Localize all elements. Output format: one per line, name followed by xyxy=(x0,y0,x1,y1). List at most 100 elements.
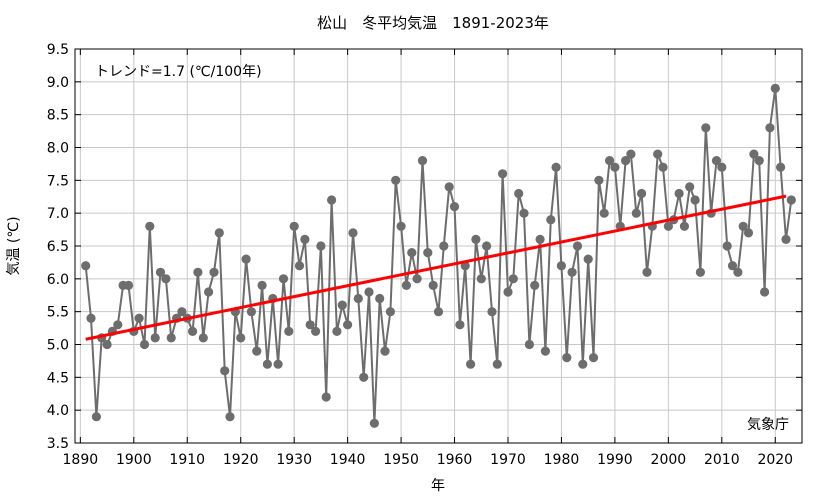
data-point xyxy=(155,267,166,277)
data-point xyxy=(786,195,796,205)
data-point xyxy=(316,241,326,251)
x-tick-label: 1920 xyxy=(223,452,259,468)
data-point xyxy=(765,123,775,133)
data-point xyxy=(503,287,513,297)
data-point xyxy=(209,267,219,277)
data-point xyxy=(695,267,706,277)
x-tick-label: 1990 xyxy=(597,452,633,468)
data-point xyxy=(535,234,545,244)
data-point xyxy=(572,241,583,251)
data-point xyxy=(123,280,134,290)
data-point xyxy=(685,182,695,192)
data-point xyxy=(770,83,780,93)
data-point xyxy=(294,261,305,271)
y-tick-label: 4.5 xyxy=(47,370,69,386)
y-tick-label: 9.5 xyxy=(47,42,69,58)
data-point xyxy=(204,287,214,297)
data-point xyxy=(241,254,251,264)
data-point xyxy=(711,156,722,166)
y-tick-label: 9.0 xyxy=(47,75,69,91)
data-point xyxy=(738,221,748,231)
data-point xyxy=(760,287,770,297)
trend-layer xyxy=(85,194,787,341)
y-tick-label: 5.5 xyxy=(47,305,69,321)
data-point xyxy=(321,392,331,402)
data-point xyxy=(332,326,342,336)
data-point xyxy=(225,412,235,422)
x-tick-label: 1890 xyxy=(63,452,99,468)
data-point xyxy=(401,280,411,290)
data-point xyxy=(113,320,123,330)
y-tick-label: 6.5 xyxy=(47,239,69,255)
x-tick-label: 2000 xyxy=(651,452,687,468)
data-point xyxy=(161,274,171,284)
data-point xyxy=(578,359,588,369)
data-point xyxy=(599,208,609,218)
data-point xyxy=(556,261,567,271)
data-point xyxy=(91,412,101,422)
data-point xyxy=(546,215,556,225)
data-point xyxy=(444,182,454,192)
data-point xyxy=(305,320,315,330)
data-point xyxy=(642,267,652,277)
y-axis: 3.5 4.0 4.5 5.0 5.5 6.0 6.5 7.0 7.5 8.0 8.5 9.0 9.5 xyxy=(47,42,802,452)
data-point xyxy=(476,274,486,284)
trend-label: トレンド=1.7 (℃/100年) xyxy=(95,64,262,80)
data-point xyxy=(519,208,529,218)
data-point xyxy=(102,339,112,350)
data-point xyxy=(605,156,615,166)
data-point xyxy=(722,241,732,251)
data-point xyxy=(610,162,620,172)
data-point xyxy=(663,221,674,231)
data-point xyxy=(166,333,176,343)
y-tick-label: 3.5 xyxy=(47,436,69,452)
data-point xyxy=(262,359,272,369)
data-point xyxy=(530,280,540,290)
data-point xyxy=(220,366,230,376)
data-point xyxy=(257,280,267,290)
data-point xyxy=(658,162,668,172)
x-axis: 1890 1900 1910 1920 1930 1940 1950 1960 1970 1980… xyxy=(63,49,793,468)
data-point xyxy=(567,267,577,277)
data-point xyxy=(273,359,283,369)
data-point xyxy=(375,293,385,304)
data-point xyxy=(289,221,299,231)
data-point xyxy=(631,208,641,218)
data-point xyxy=(86,313,96,323)
data-point xyxy=(407,248,417,258)
y-tick-label: 8.5 xyxy=(47,108,69,124)
data-point xyxy=(498,169,508,179)
data-point xyxy=(214,228,224,238)
data-point xyxy=(583,254,593,264)
y-tick-label: 7.0 xyxy=(47,206,69,222)
data-point xyxy=(637,188,647,199)
data-point xyxy=(754,156,764,166)
data-point xyxy=(353,293,363,304)
data-point xyxy=(300,234,310,244)
data-point xyxy=(588,353,599,363)
data-point xyxy=(653,149,663,159)
data-point xyxy=(733,267,743,277)
x-tick-label: 1930 xyxy=(276,452,312,468)
data-point xyxy=(540,346,551,356)
data-point xyxy=(417,156,428,166)
data-point xyxy=(701,123,711,133)
data-point xyxy=(150,333,160,343)
y-tick-label: 6.0 xyxy=(47,272,69,288)
y-axis-title: 気温 (℃) xyxy=(6,216,22,275)
x-tick-label: 1970 xyxy=(490,452,526,468)
data-point xyxy=(337,300,347,310)
data-point xyxy=(139,339,150,350)
x-axis-title: 年 xyxy=(431,478,445,494)
data-point xyxy=(364,287,374,297)
data-point xyxy=(492,359,502,369)
data-point xyxy=(81,261,91,271)
data-point xyxy=(423,248,433,258)
data-point xyxy=(134,313,144,323)
data-point xyxy=(482,241,492,251)
y-tick-label: 4.0 xyxy=(47,403,69,419)
data-point xyxy=(679,221,690,231)
data-point xyxy=(236,333,246,343)
x-tick-label: 1910 xyxy=(169,452,205,468)
